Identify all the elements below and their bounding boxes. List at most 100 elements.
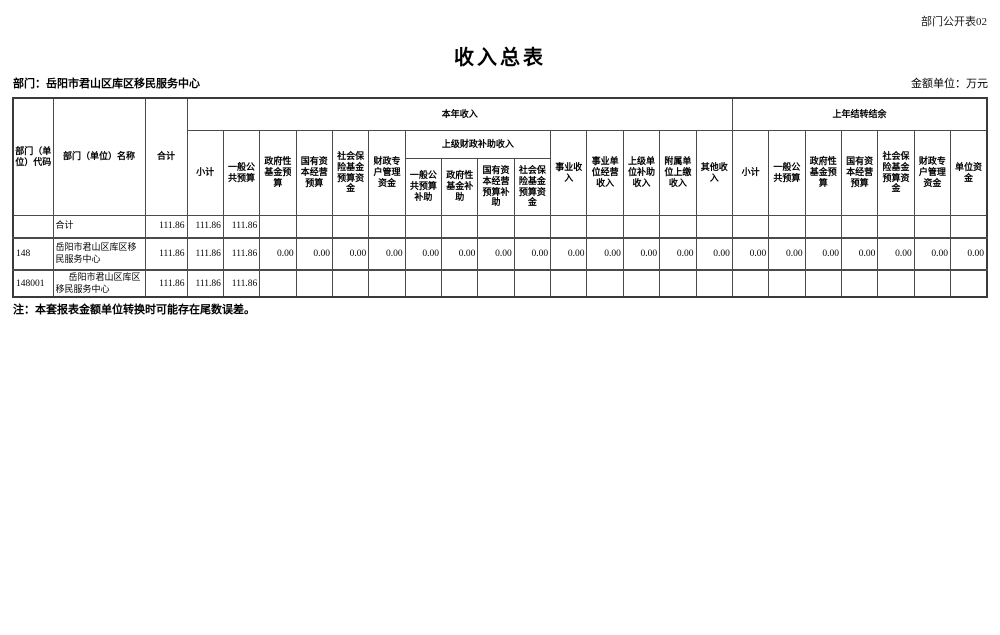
cell-value: 111.86 (186, 268, 224, 298)
table-body: 合计 111.86 111.86 111.86 148 岳阳市君山区库区移民服务中心 111… (12, 214, 988, 298)
cell-value: 0.00 (913, 237, 952, 271)
th-business-operating-income: 事业单位经营收入 (586, 129, 624, 216)
page-title: 收入总表 (454, 47, 546, 69)
th-gov-fund-budget: 政府性基金预算 (259, 129, 297, 216)
cell-value (768, 214, 806, 239)
cell-value: 111.86 (144, 268, 188, 298)
cell-name: 岳阳市君山区库区移民服务中心 (52, 268, 146, 298)
cell-value (804, 268, 842, 298)
cell-name: 合计 (52, 214, 146, 239)
th-social-insurance-fund-subsidy: 社会保险基金预算资金 (513, 157, 552, 216)
cell-value (550, 214, 588, 239)
th-state-capital-budget: 国有资本经营预算 (295, 129, 333, 216)
th-gov-fund-budget-carryover: 政府性基金预算 (804, 129, 842, 216)
cell-value: 111.86 (186, 237, 224, 271)
th-business-income: 事业收入 (550, 129, 588, 216)
th-gov-fund-subsidy: 政府性基金补助 (441, 157, 479, 216)
cell-value: 0.00 (768, 237, 806, 271)
table-row: 148 岳阳市君山区库区移民服务中心 111.86 111.86 111.86 0.00 0… (12, 237, 988, 271)
cell-value (404, 214, 443, 239)
cell-value: 111.86 (222, 214, 261, 239)
cell-value: 0.00 (731, 237, 770, 271)
cell-value: 0.00 (441, 237, 479, 271)
cell-value (622, 214, 661, 239)
cell-value (695, 214, 733, 239)
cell-value: 0.00 (550, 237, 588, 271)
cell-value: 111.86 (186, 214, 224, 239)
cell-value: 0.00 (404, 237, 443, 271)
th-prev-year-carryover-group: 上年结转结余 (731, 97, 988, 131)
table-row: 合计 111.86 111.86 111.86 (12, 214, 988, 239)
cell-value (404, 268, 443, 298)
cell-value (840, 214, 879, 239)
th-subtotal-current: 小计 (186, 129, 224, 216)
th-unit-funds: 单位资金 (950, 129, 988, 216)
th-fiscal-account-funds-carryover: 财政专户管理资金 (913, 129, 952, 216)
cell-value (731, 268, 770, 298)
cell-value (877, 214, 915, 239)
cell-value (331, 214, 370, 239)
th-general-public-budget: 一般公共预算 (222, 129, 261, 216)
cell-value (659, 214, 697, 239)
doc-code-label: 部门公开表02 (921, 16, 987, 28)
cell-code: 148001 (12, 268, 54, 298)
cell-value (513, 268, 552, 298)
cell-value: 0.00 (659, 237, 697, 271)
th-current-year-income-group: 本年收入 (186, 97, 733, 131)
cell-value (731, 214, 770, 239)
th-social-insurance-fund: 社会保险基金预算资金 (331, 129, 370, 216)
th-affiliated-unit-remit-income: 附属单位上缴收入 (659, 129, 697, 216)
cell-value (913, 268, 952, 298)
cell-value (768, 268, 806, 298)
th-social-insurance-fund-carryover: 社会保险基金预算资金 (877, 129, 915, 216)
cell-value (441, 214, 479, 239)
meta-row: 部门：岳阳市君山区库区移民服务中心 金额单位：万元 (13, 75, 988, 91)
cell-code: 148 (12, 237, 54, 271)
cell-value (513, 214, 552, 239)
th-subtotal-carryover: 小计 (731, 129, 770, 216)
cell-value: 0.00 (877, 237, 915, 271)
cell-value (804, 214, 842, 239)
cell-value: 111.86 (144, 237, 188, 271)
cell-value (295, 268, 333, 298)
cell-value (368, 268, 406, 298)
cell-value (950, 214, 988, 239)
th-total: 合计 (144, 97, 188, 216)
th-fiscal-account-funds: 财政专户管理资金 (368, 129, 406, 216)
department-label: 部门：岳阳市君山区库区移民服务中心 (13, 78, 200, 90)
cell-value: 0.00 (950, 237, 988, 271)
cell-value (586, 268, 624, 298)
cell-name: 岳阳市君山区库区移民服务中心 (52, 237, 146, 271)
th-state-capital-budget-carryover: 国有资本经营预算 (840, 129, 879, 216)
cell-value: 0.00 (586, 237, 624, 271)
cell-value (477, 214, 515, 239)
th-higher-subsidy-group: 上级财政补助收入 (404, 129, 552, 159)
cell-value: 0.00 (477, 237, 515, 271)
cell-value: 0.00 (331, 237, 370, 271)
cell-value: 111.86 (144, 214, 188, 239)
cell-value (840, 268, 879, 298)
th-state-capital-budget-subsidy: 国有资本经营预算补助 (477, 157, 515, 216)
th-general-public-budget-subsidy: 一般公共预算补助 (404, 157, 443, 216)
cell-code (12, 214, 54, 239)
cell-value (950, 268, 988, 298)
th-code: 部门（单位）代码 (12, 97, 54, 216)
amount-unit-label: 金额单位：万元 (911, 78, 988, 90)
cell-value (477, 268, 515, 298)
cell-value (368, 214, 406, 239)
cell-value (659, 268, 697, 298)
th-general-public-budget-carryover: 一般公共预算 (768, 129, 806, 216)
cell-value (622, 268, 661, 298)
cell-value (586, 214, 624, 239)
th-name: 部门（单位）名称 (52, 97, 146, 216)
cell-value: 0.00 (695, 237, 733, 271)
income-table: 部门（单位）代码 部门（单位）名称 合计 本年收入 上年结转结余 小计 一般公共… (12, 97, 988, 299)
cell-value (877, 268, 915, 298)
table-header: 部门（单位）代码 部门（单位）名称 合计 本年收入 上年结转结余 小计 一般公共… (12, 97, 988, 216)
cell-value: 0.00 (840, 237, 879, 271)
cell-value (259, 214, 297, 239)
cell-value: 0.00 (295, 237, 333, 271)
cell-value: 0.00 (804, 237, 842, 271)
th-higher-unit-subsidy-income: 上级单位补助收入 (622, 129, 661, 216)
